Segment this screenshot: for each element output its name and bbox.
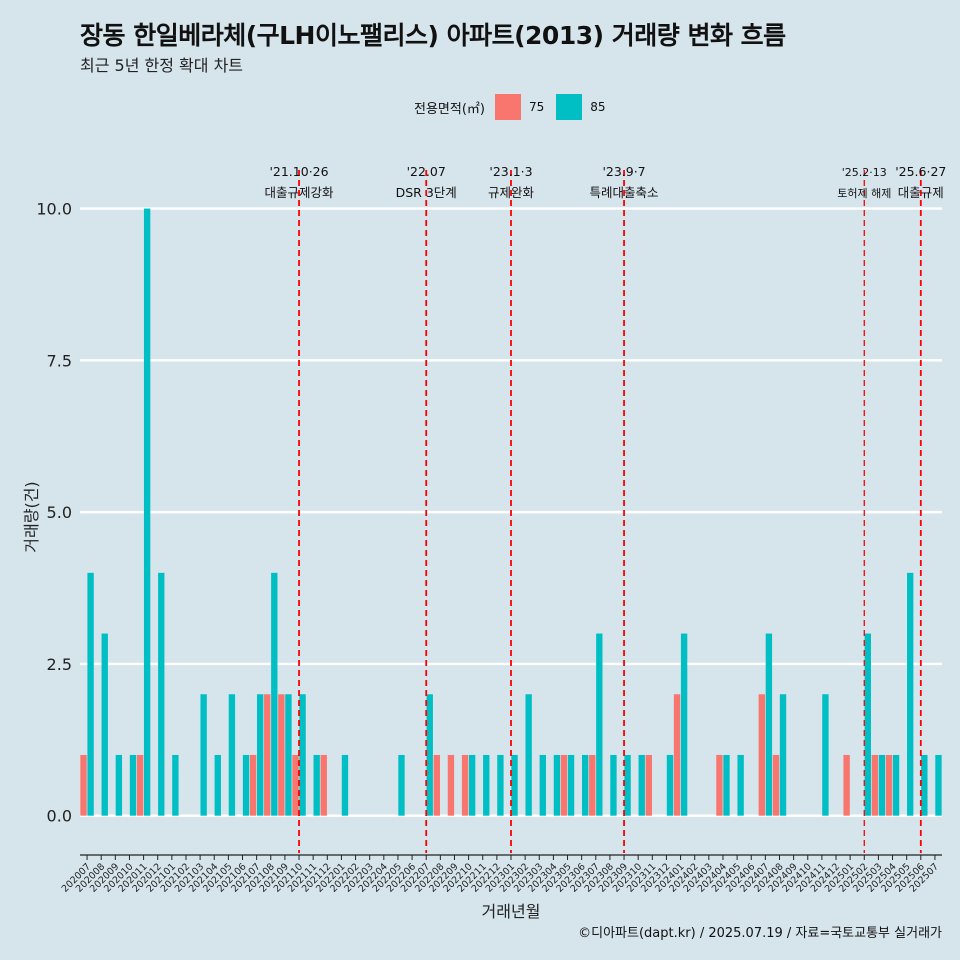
x-axis-label: 거래년월	[481, 902, 541, 921]
event-date-label: '22.07	[407, 164, 446, 179]
bar-75-202501	[843, 754, 850, 816]
event-date-label: '21.10·26	[269, 164, 328, 179]
y-tick-label: 10.0	[36, 200, 72, 219]
event-name-label: 규제완화	[488, 185, 535, 200]
bar-75-202011	[136, 754, 144, 816]
bar-85-202307	[596, 633, 603, 816]
bar-85-202304	[553, 754, 561, 816]
bar-85-202104	[214, 754, 221, 816]
bar-75-202503	[871, 754, 879, 816]
bar-75-202109	[278, 694, 285, 816]
y-tick-label: 0.0	[47, 807, 72, 826]
bar-85-202301	[511, 754, 518, 816]
bar-85-202310	[638, 754, 645, 816]
bar-85-202108	[271, 572, 278, 816]
bar-85-202507	[935, 754, 942, 816]
bar-75-202208	[433, 754, 440, 816]
bar-85-202111	[313, 754, 320, 816]
bar-75-202210	[461, 754, 469, 816]
bar-75-202401	[673, 694, 681, 816]
bar-85-202302	[525, 694, 532, 816]
y-tick-label: 2.5	[47, 655, 72, 674]
bar-75-202209	[447, 754, 455, 816]
bar-85-202312	[666, 754, 674, 816]
bar-75-202108	[264, 694, 271, 816]
event-name-label: 대출규제강화	[265, 185, 335, 200]
bar-85-202101	[172, 754, 179, 816]
bar-85-202408	[779, 694, 787, 816]
bar-85-202401	[680, 633, 688, 816]
bar-75-202007	[80, 754, 87, 816]
bar-85-202110	[299, 694, 306, 816]
bar-85-202207	[426, 694, 433, 816]
bar-85-202107	[256, 694, 264, 816]
bar-85-202210	[468, 754, 476, 816]
chart-subtitle: 최근 5년 한정 확대 차트	[80, 56, 244, 75]
bar-85-202503	[878, 754, 886, 816]
event-date-label: '23.9·7	[602, 164, 645, 179]
y-tick-label: 5.0	[47, 503, 72, 522]
bar-75-202305	[560, 754, 568, 816]
legend: 전용면적(㎡) 75 85	[414, 93, 618, 121]
bar-85-202008	[101, 633, 108, 816]
event-name-label: 특례대출축소	[590, 185, 659, 200]
y-axis-label: 거래량(건)	[22, 481, 41, 553]
bar-85-202303	[539, 754, 546, 816]
bar-85-202009	[115, 754, 123, 816]
source-caption: ©디아파트(dapt.kr) / 2025.07.19 / 자료=국토교통부 실…	[578, 926, 942, 941]
bar-85-202505	[907, 572, 914, 816]
bar-75-202407	[758, 694, 766, 816]
bar-75-202504	[885, 754, 893, 816]
bar-75-202404	[716, 754, 723, 816]
bar-85-202404	[723, 754, 730, 816]
bar-85-202105	[228, 694, 236, 816]
bar-85-202103	[200, 694, 207, 816]
bar-75-202408	[772, 754, 780, 816]
event-date-label: '25.6·27	[895, 164, 946, 179]
bar-85-202211	[483, 754, 490, 816]
bar-75-202107	[249, 754, 257, 816]
legend-label-75: 75	[528, 100, 545, 114]
bar-75-202110	[292, 754, 299, 816]
bar-85-202007	[87, 572, 94, 816]
bar-75-202307	[589, 754, 596, 816]
bar-85-202306	[582, 754, 589, 816]
bar-85-202010	[129, 754, 137, 816]
bar-85-202407	[765, 633, 773, 816]
bar-85-202212	[497, 754, 504, 816]
bar-85-202502	[864, 633, 871, 816]
legend-label-85: 85	[590, 100, 606, 114]
legend-title: 전용면적(㎡)	[414, 101, 485, 117]
bar-85-202504	[892, 754, 900, 816]
event-date-label: '23.1·3	[489, 164, 532, 179]
bar-75-202311	[645, 754, 652, 816]
bar-85-202405	[737, 754, 744, 816]
y-tick-label: 7.5	[47, 351, 72, 370]
bar-85-202201	[341, 754, 349, 816]
event-date-label: '25.2·13	[842, 166, 887, 179]
chart-title: 장동 한일베라체(구LH이노팰리스) 아파트(2013) 거래량 변화 흐름	[80, 21, 786, 50]
bar-85-202205	[398, 754, 405, 816]
bar-85-202506	[921, 754, 928, 816]
event-name-label: 토허제 해제	[837, 186, 891, 200]
event-name-label: DSR 3단계	[396, 185, 457, 200]
legend-key-75	[494, 94, 521, 120]
bar-85-202305	[567, 754, 575, 816]
event-name-label: 대출규제	[898, 185, 944, 200]
bar-85-202109	[285, 694, 292, 816]
bar-85-202308	[610, 754, 617, 816]
bar-85-202411	[822, 694, 829, 816]
legend-key-85	[556, 94, 583, 120]
bar-85-202012	[158, 572, 165, 816]
bar-75-202112	[320, 754, 327, 816]
bar-85-202309	[624, 754, 631, 816]
bar-85-202011	[143, 208, 151, 816]
bar-85-202106	[242, 754, 250, 816]
